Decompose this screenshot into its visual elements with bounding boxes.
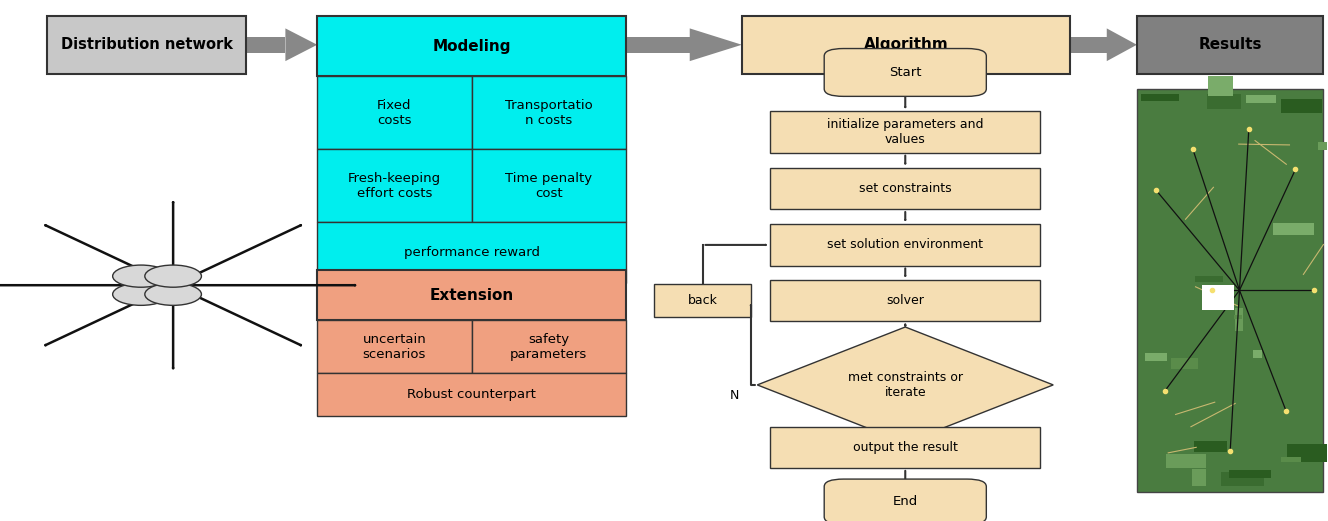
Text: Robust counterpart: Robust counterpart: [408, 388, 537, 401]
Text: Start: Start: [888, 66, 922, 79]
Bar: [1282, 98, 1323, 113]
FancyBboxPatch shape: [317, 16, 625, 76]
Bar: [1274, 223, 1313, 235]
Text: safety
parameters: safety parameters: [510, 333, 587, 361]
FancyBboxPatch shape: [317, 222, 625, 283]
Bar: [1166, 454, 1206, 468]
Bar: [1194, 441, 1227, 452]
Text: performance reward: performance reward: [404, 246, 539, 259]
Bar: [1207, 94, 1242, 109]
FancyBboxPatch shape: [770, 280, 1040, 321]
Text: Extension: Extension: [429, 288, 514, 303]
Bar: [1137, 89, 1324, 492]
Polygon shape: [286, 28, 317, 61]
FancyBboxPatch shape: [471, 76, 625, 149]
FancyBboxPatch shape: [317, 76, 471, 149]
Text: Time penalty
cost: Time penalty cost: [505, 172, 592, 200]
FancyBboxPatch shape: [317, 374, 625, 416]
FancyBboxPatch shape: [471, 320, 625, 374]
Text: Modeling: Modeling: [433, 39, 511, 54]
Circle shape: [145, 283, 202, 305]
Bar: [1195, 276, 1223, 282]
Circle shape: [113, 283, 169, 305]
Text: Algorithm: Algorithm: [863, 38, 948, 52]
FancyBboxPatch shape: [770, 168, 1040, 209]
Text: Transportatio
n costs: Transportatio n costs: [505, 99, 592, 127]
Text: met constraints or
iterate: met constraints or iterate: [847, 371, 963, 399]
FancyBboxPatch shape: [770, 224, 1040, 266]
Text: output the result: output the result: [853, 441, 957, 454]
Text: solver: solver: [886, 294, 924, 307]
Text: set constraints: set constraints: [859, 182, 952, 195]
FancyBboxPatch shape: [825, 479, 987, 521]
Text: Y: Y: [910, 449, 916, 462]
Text: End: End: [892, 495, 918, 508]
Bar: [247, 36, 286, 53]
Text: back: back: [688, 294, 717, 307]
Bar: [1319, 142, 1328, 150]
Bar: [625, 36, 689, 53]
Text: Fresh-keeping
effort costs: Fresh-keeping effort costs: [348, 172, 441, 200]
Text: Distribution network: Distribution network: [61, 38, 232, 52]
Bar: [1191, 469, 1206, 486]
Text: set solution environment: set solution environment: [827, 239, 983, 252]
FancyBboxPatch shape: [825, 48, 987, 96]
Text: uncertain
scenarios: uncertain scenarios: [363, 333, 426, 361]
FancyBboxPatch shape: [770, 111, 1040, 153]
Text: initialize parameters and
values: initialize parameters and values: [827, 118, 984, 146]
Polygon shape: [757, 327, 1053, 443]
Polygon shape: [433, 270, 510, 276]
Polygon shape: [689, 28, 742, 61]
FancyBboxPatch shape: [317, 149, 471, 222]
Bar: [1280, 457, 1301, 462]
Bar: [1141, 94, 1179, 101]
FancyBboxPatch shape: [46, 16, 247, 73]
Bar: [1235, 315, 1242, 319]
Bar: [1287, 443, 1328, 462]
Text: N: N: [729, 390, 738, 403]
FancyBboxPatch shape: [770, 427, 1040, 468]
FancyBboxPatch shape: [317, 270, 625, 320]
Bar: [1202, 285, 1234, 311]
FancyBboxPatch shape: [1137, 16, 1324, 73]
Bar: [1171, 358, 1198, 369]
Bar: [1230, 470, 1271, 478]
Bar: [1220, 473, 1264, 486]
Circle shape: [145, 265, 202, 287]
Bar: [1247, 95, 1276, 103]
Bar: [1254, 350, 1262, 358]
Circle shape: [113, 265, 169, 287]
Bar: [1235, 308, 1243, 331]
Text: Results: Results: [1198, 38, 1262, 52]
FancyBboxPatch shape: [317, 320, 471, 374]
FancyBboxPatch shape: [655, 284, 750, 317]
Bar: [453, 276, 491, 283]
Bar: [1070, 36, 1106, 53]
Bar: [1208, 76, 1232, 95]
FancyBboxPatch shape: [742, 16, 1070, 73]
Bar: [1145, 353, 1167, 361]
Text: Fixed
costs: Fixed costs: [377, 99, 412, 127]
FancyBboxPatch shape: [471, 149, 625, 222]
Polygon shape: [1106, 28, 1137, 61]
